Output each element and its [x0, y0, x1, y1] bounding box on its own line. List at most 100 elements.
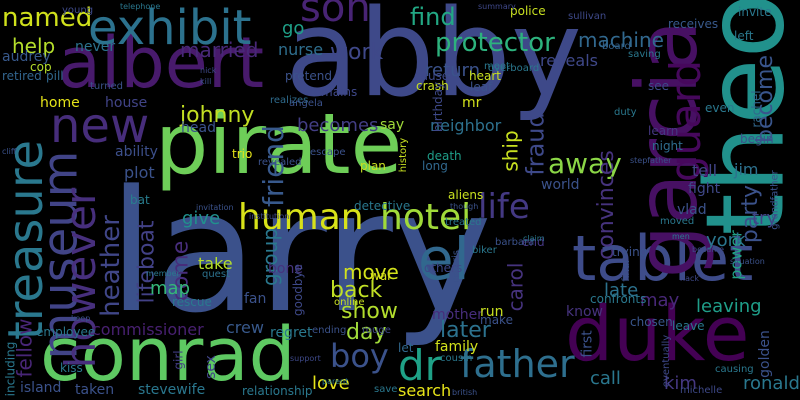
word-nurse: nurse [278, 40, 324, 59]
word-home: home [40, 95, 80, 111]
word-pill: pill [46, 69, 64, 83]
word-institution: institution [249, 212, 290, 221]
word-birthday: birthday [431, 81, 446, 133]
word-save: save [374, 384, 398, 395]
word-commissioner: commissioner [92, 320, 204, 339]
word-receives: receives [668, 17, 719, 31]
word-ability: ability [115, 144, 158, 160]
word-life: life [478, 187, 530, 227]
word-remains: remains [309, 85, 358, 99]
word-ending: ending [312, 325, 347, 336]
word-island: island [20, 380, 62, 396]
word-mother: mother [432, 307, 483, 323]
word-late: late [604, 280, 639, 301]
word-may: may [640, 290, 680, 311]
word-chosen: chosen [630, 315, 673, 329]
word-bat: bat [130, 193, 150, 207]
word-angela: angela [289, 98, 323, 109]
word-say: say [380, 117, 405, 133]
word-eventually: eventually [661, 334, 673, 388]
word-invite: invite [738, 5, 772, 19]
word-aliens: aliens [448, 188, 484, 202]
word-try: try [752, 208, 778, 229]
word-back: back [330, 278, 383, 303]
word-though: though [450, 202, 479, 211]
word-protector: protector [435, 28, 555, 58]
word-exhibit: exhibit [88, 0, 252, 56]
word-duty: duty [614, 107, 637, 118]
word-albert: albert [58, 22, 265, 104]
word-duke: duke [565, 289, 750, 378]
word-war: war [370, 269, 393, 283]
word-end: end [522, 235, 545, 249]
word-invitation: invitation [196, 203, 234, 212]
word-leaf: leaf [470, 80, 493, 94]
word-house: house [105, 95, 148, 111]
word-british: british [452, 388, 478, 397]
word-never: never [75, 39, 116, 55]
word-treated: treated [445, 217, 482, 228]
word-return: return [425, 60, 481, 81]
word-map: map [150, 278, 190, 299]
word-saving: saving [628, 49, 661, 60]
word-group: group [258, 227, 283, 287]
word-sex: sex [202, 355, 219, 379]
word-family: family [435, 339, 479, 355]
word-kim: kim [664, 373, 697, 394]
word-moved: moved [660, 216, 695, 227]
word-go: go [282, 18, 305, 39]
word-know: know [566, 304, 603, 320]
word-fan: fan [244, 291, 267, 307]
word-member: member [146, 269, 180, 278]
word-men: men [672, 232, 690, 241]
word-cop: cop [30, 60, 52, 74]
word-cause: cause [414, 69, 450, 83]
word-including: including [2, 341, 17, 396]
word-even: even [705, 101, 735, 115]
word-kiss: kiss [60, 361, 83, 375]
word-history: history [398, 137, 410, 173]
word-take: take [198, 254, 233, 273]
word-taken: taken [75, 382, 115, 398]
word-rouge: rouge [362, 325, 391, 336]
word-later: later [440, 318, 491, 343]
word-revealed: revealed [258, 157, 302, 168]
word-york: york [706, 230, 746, 251]
word-night: night [652, 139, 683, 153]
word-claim: claim [523, 234, 545, 243]
word-convinces: convinces [593, 150, 619, 260]
word-boy: boy [330, 337, 389, 375]
word-married: married [180, 38, 259, 62]
word-keep: keep [71, 314, 91, 323]
word-quest: quest [202, 269, 230, 280]
word-pretend: pretend [285, 69, 332, 83]
word-work: work [330, 40, 384, 65]
word-see: see [648, 79, 670, 93]
word-final: final [620, 260, 632, 282]
word-run: run [480, 304, 504, 320]
word-first: first [579, 329, 596, 358]
word-michelle: michelle [680, 385, 723, 396]
word-tablet: tablet [572, 222, 754, 295]
word-became: became [692, 245, 725, 254]
word-death: death [427, 149, 462, 163]
word-jim: jim [734, 160, 759, 179]
word-reveals: reveals [540, 51, 598, 70]
word-begin: begin [740, 132, 774, 146]
word-ship: ship [498, 129, 523, 172]
word-online: online [334, 297, 365, 308]
word-conrad: conrad [40, 312, 296, 398]
word-named: named [2, 3, 93, 33]
word-mr: mr [462, 95, 482, 111]
word-cliff: cliff [2, 147, 17, 156]
word-telephone: telephone [120, 2, 161, 11]
word-cousin: cousin [440, 353, 473, 364]
word-causing: causing [715, 364, 754, 375]
word-fight: fight [688, 181, 721, 197]
word-kill: kill [200, 77, 212, 86]
word-love: love [312, 373, 350, 394]
word-parent: parent [322, 377, 349, 386]
word-new: new [50, 98, 150, 154]
word-situation: situation [730, 257, 765, 266]
